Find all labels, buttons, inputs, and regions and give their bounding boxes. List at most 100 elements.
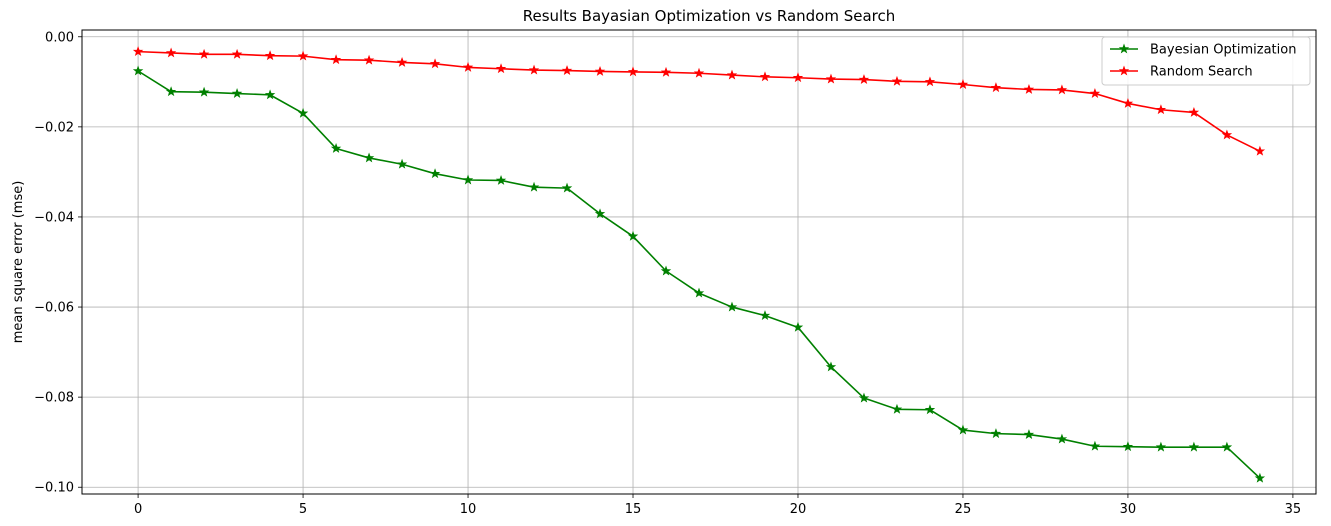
data-point-marker (1221, 441, 1233, 452)
data-point-marker (462, 174, 474, 185)
legend-marker-sample (1118, 65, 1130, 76)
data-point-marker (495, 63, 507, 74)
data-point-marker (561, 65, 573, 75)
data-point-marker (891, 75, 903, 86)
data-point-marker (957, 79, 969, 89)
legend: Bayesian Optimization Random Search (1101, 36, 1311, 86)
data-point-marker (627, 66, 639, 77)
data-point-marker (1056, 84, 1068, 95)
data-point-marker (594, 65, 606, 76)
legend-entry-label: Random Search (1150, 65, 1253, 80)
data-point-marker (132, 65, 144, 76)
data-point-marker (297, 50, 309, 61)
data-point-marker (1155, 104, 1167, 115)
data-point-marker (726, 69, 738, 80)
legend-marker-sample (1118, 43, 1130, 54)
data-point-marker (792, 321, 804, 332)
data-point-marker (1122, 97, 1134, 108)
x-tick-label: 25 (955, 502, 972, 517)
data-point-marker (990, 82, 1002, 93)
data-point-marker (825, 73, 837, 84)
data-point-marker (990, 428, 1002, 439)
data-point-marker (726, 301, 738, 312)
series-line (138, 50, 1261, 152)
data-point-marker (660, 66, 672, 77)
x-tick-label: 15 (625, 502, 642, 517)
data-point-marker (1023, 429, 1035, 439)
data-point-marker (297, 107, 309, 118)
data-point-marker (429, 58, 441, 69)
series-0 (132, 65, 1266, 483)
data-point-marker (561, 182, 573, 193)
data-point-marker (759, 71, 771, 82)
data-point-marker (264, 89, 276, 100)
chart-title: Results Bayasian Optimization vs Random … (523, 7, 896, 25)
series-layer (132, 46, 1266, 483)
x-tick-label: 5 (299, 502, 307, 517)
data-point-marker (165, 86, 177, 97)
data-point-marker (1023, 83, 1035, 94)
grid-lines (82, 30, 1316, 494)
x-tick-label: 20 (790, 502, 807, 517)
data-point-marker (330, 143, 342, 153)
y-tick-label: −0.04 (34, 210, 74, 225)
legend-box (1101, 36, 1311, 86)
data-point-marker (1155, 441, 1167, 452)
x-tick-label: 10 (460, 502, 477, 517)
data-point-marker (1188, 441, 1200, 452)
data-point-marker (528, 64, 540, 75)
data-point-marker (231, 88, 243, 98)
data-point-marker (132, 46, 144, 57)
y-tick-label: −0.10 (34, 481, 74, 496)
data-point-marker (1089, 440, 1101, 451)
x-tick-label: 30 (1120, 502, 1137, 517)
data-point-marker (1056, 433, 1068, 444)
data-point-marker (198, 48, 210, 59)
data-point-marker (627, 230, 639, 241)
data-point-marker (264, 50, 276, 61)
x-tick-label: 0 (134, 502, 142, 517)
data-point-marker (594, 208, 606, 219)
data-point-marker (198, 86, 210, 97)
data-point-marker (462, 61, 474, 72)
data-point-marker (759, 310, 771, 321)
data-point-marker (429, 168, 441, 179)
series-1 (132, 46, 1266, 156)
data-point-marker (660, 265, 672, 276)
y-tick-label: 0.00 (45, 30, 74, 45)
data-point-marker (693, 287, 705, 298)
data-point-marker (891, 403, 903, 414)
legend-entry-label: Bayesian Optimization (1150, 43, 1296, 58)
data-point-marker (363, 152, 375, 163)
data-point-marker (1188, 106, 1200, 117)
y-tick-label: −0.02 (34, 120, 74, 135)
data-point-marker (1254, 472, 1266, 483)
data-point-marker (693, 67, 705, 78)
data-point-marker (396, 56, 408, 67)
y-tick-label: −0.06 (34, 301, 74, 316)
data-point-marker (858, 74, 870, 84)
x-tick-label: 35 (1285, 502, 1302, 517)
data-point-marker (924, 76, 936, 87)
data-point-marker (231, 48, 243, 59)
data-point-marker (858, 392, 870, 403)
data-point-marker (330, 54, 342, 65)
data-point-marker (1089, 88, 1101, 98)
data-point-marker (528, 181, 540, 192)
data-point-marker (825, 361, 837, 372)
data-point-marker (363, 54, 375, 65)
data-point-marker (396, 158, 408, 169)
data-point-marker (495, 174, 507, 185)
y-tick-label: −0.08 (34, 391, 74, 406)
data-point-marker (165, 47, 177, 58)
data-point-marker (924, 404, 936, 415)
data-point-marker (1122, 441, 1134, 452)
axis-ticks: 0 5 10 15 20 25 30 35 0.00 −0.02 −0.04 −0.06 −0.08 −0… (34, 30, 1301, 517)
data-point-marker (957, 424, 969, 435)
data-point-marker (792, 72, 804, 83)
series-line (137, 70, 1261, 479)
y-axis-title: mean square error (mse) (11, 181, 26, 344)
data-point-marker (1221, 129, 1233, 140)
